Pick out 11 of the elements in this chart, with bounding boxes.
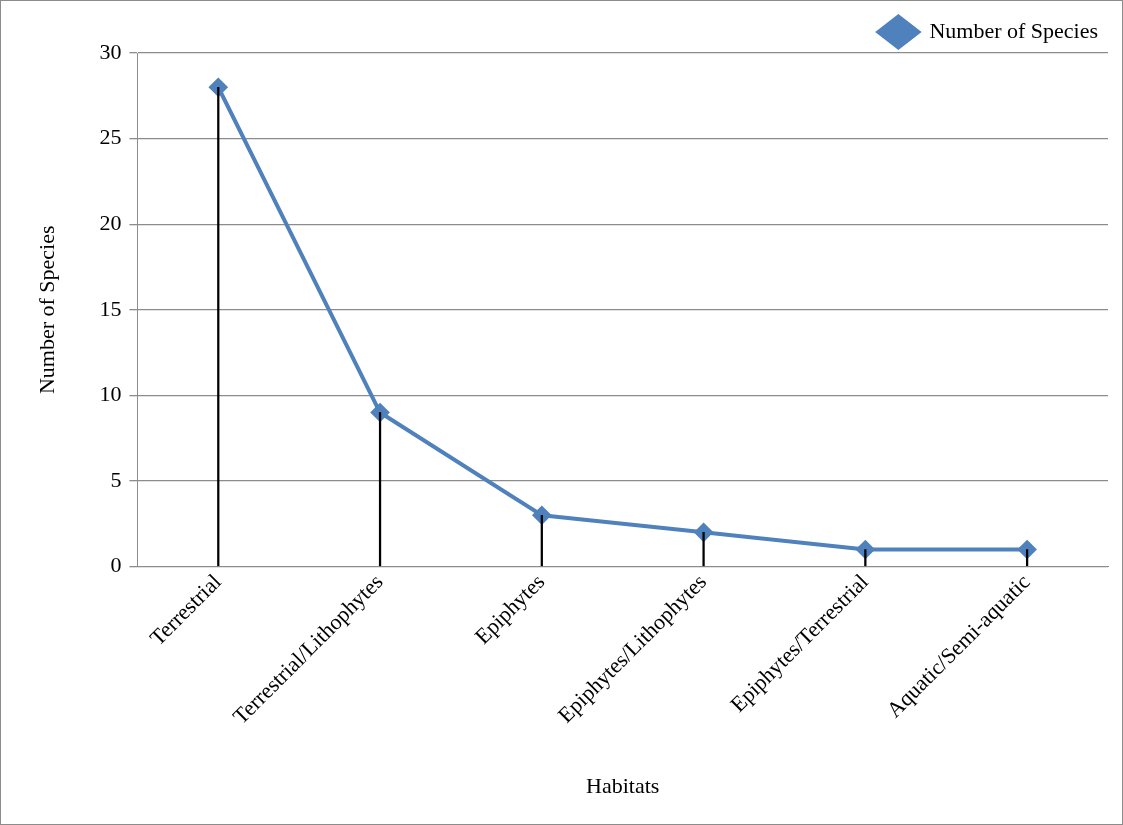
y-tick-label: 0: [110, 552, 122, 578]
legend-label: Number of Species: [929, 17, 1098, 43]
y-axis-title: Number of Species: [33, 225, 59, 395]
y-tick-label: 20: [99, 209, 122, 235]
x-axis-title: Habitats: [586, 772, 660, 798]
y-tick-label: 15: [99, 295, 122, 321]
y-tick-label: 5: [110, 466, 122, 492]
bar: [702, 532, 705, 567]
y-tick-label: 10: [99, 381, 122, 407]
y-tick-label: 30: [99, 38, 122, 64]
y-tick-label: 25: [99, 124, 122, 150]
